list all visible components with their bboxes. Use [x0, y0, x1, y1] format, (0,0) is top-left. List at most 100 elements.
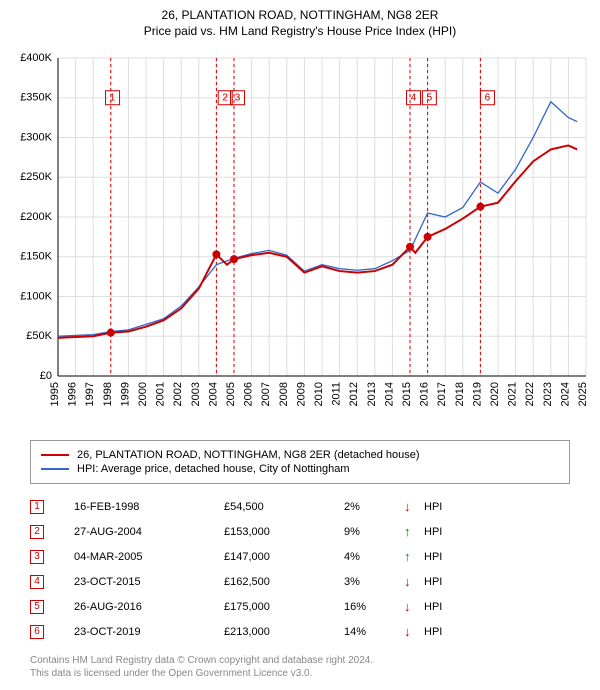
table-row: 2 27-AUG-2004£153,0009%↑HPI — [30, 519, 570, 544]
svg-text:2011: 2011 — [331, 382, 343, 406]
svg-text:2019: 2019 — [471, 382, 483, 406]
svg-text:1: 1 — [110, 92, 116, 103]
row-hpi-label: HPI — [424, 526, 464, 538]
footer-line1: Contains HM Land Registry data © Crown c… — [30, 654, 570, 667]
chart-svg: £0 £50K £100K £150K £200K £250K £300K £350K £400… — [10, 44, 590, 434]
row-pct: 3% — [344, 576, 404, 588]
legend-row-red: 26, PLANTATION ROAD, NOTTINGHAM, NG8 2ER… — [41, 449, 559, 461]
svg-text:2004: 2004 — [207, 382, 219, 406]
svg-text:6: 6 — [485, 92, 491, 103]
legend-swatch-red — [41, 454, 69, 456]
svg-text:2007: 2007 — [260, 382, 272, 406]
row-price: £153,000 — [224, 526, 344, 538]
row-date: 27-AUG-2004 — [74, 526, 224, 538]
svg-text:2006: 2006 — [243, 382, 255, 406]
row-price: £54,500 — [224, 501, 344, 513]
row-hpi-label: HPI — [424, 626, 464, 638]
row-arrow-icon: ↓ — [404, 574, 424, 589]
legend-row-blue: HPI: Average price, detached house, City… — [41, 463, 559, 475]
svg-text:2015: 2015 — [401, 382, 413, 406]
svg-text:£300K: £300K — [20, 131, 52, 143]
svg-text:2003: 2003 — [190, 382, 202, 406]
svg-text:1997: 1997 — [84, 382, 96, 406]
row-marker: 1 — [30, 500, 44, 514]
svg-text:2014: 2014 — [383, 382, 395, 406]
svg-text:2021: 2021 — [507, 382, 519, 406]
row-price: £147,000 — [224, 551, 344, 563]
svg-text:2020: 2020 — [489, 382, 501, 406]
row-arrow-icon: ↓ — [404, 499, 424, 514]
row-price: £162,500 — [224, 576, 344, 588]
svg-text:2017: 2017 — [436, 382, 448, 406]
row-marker: 5 — [30, 600, 44, 614]
row-hpi-label: HPI — [424, 576, 464, 588]
svg-text:2: 2 — [222, 92, 228, 103]
table-row: 623-OCT-2019£213,00014%↓HPI — [30, 619, 570, 644]
title-subtitle: Price paid vs. HM Land Registry's House … — [10, 24, 590, 38]
price-chart: £0 £50K £100K £150K £200K £250K £300K £350K £400… — [10, 44, 590, 434]
row-arrow-icon: ↑ — [404, 549, 424, 564]
svg-text:2024: 2024 — [559, 382, 571, 406]
row-marker: 3 — [30, 550, 44, 564]
svg-text:£100K: £100K — [20, 290, 52, 302]
svg-text:£0: £0 — [40, 370, 52, 382]
svg-text:£250K: £250K — [20, 171, 52, 183]
row-date: 23-OCT-2015 — [74, 576, 224, 588]
svg-text:2022: 2022 — [524, 382, 536, 406]
page-root: 26, PLANTATION ROAD, NOTTINGHAM, NG8 2ER… — [0, 0, 600, 690]
row-marker: 2 — [30, 525, 44, 539]
row-date: 23-OCT-2019 — [74, 626, 224, 638]
sales-table: 116-FEB-1998£54,5002%↓HPI 2 27-AUG-2004£15… — [30, 494, 570, 644]
row-price: £213,000 — [224, 626, 344, 638]
legend-label-blue: HPI: Average price, detached house, City… — [77, 463, 350, 475]
title-block: 26, PLANTATION ROAD, NOTTINGHAM, NG8 2ER… — [10, 8, 590, 38]
row-marker: 6 — [30, 625, 44, 639]
row-pct: 16% — [344, 601, 404, 613]
table-row: 4 23-OCT-2015£162,5003%↓HPI — [30, 569, 570, 594]
svg-text:£200K: £200K — [20, 211, 52, 223]
row-arrow-icon: ↑ — [404, 524, 424, 539]
svg-text:2025: 2025 — [577, 382, 589, 406]
svg-text:2018: 2018 — [454, 382, 466, 406]
legend: 26, PLANTATION ROAD, NOTTINGHAM, NG8 2ER… — [30, 440, 570, 484]
svg-text:2013: 2013 — [366, 382, 378, 406]
row-marker: 4 — [30, 575, 44, 589]
row-hpi-label: HPI — [424, 501, 464, 513]
svg-text:1995: 1995 — [49, 382, 61, 406]
svg-text:2009: 2009 — [295, 382, 307, 406]
legend-swatch-blue — [41, 468, 69, 470]
title-address: 26, PLANTATION ROAD, NOTTINGHAM, NG8 2ER — [10, 8, 590, 22]
svg-text:2023: 2023 — [542, 382, 554, 406]
svg-text:1998: 1998 — [102, 382, 114, 406]
svg-text:2002: 2002 — [172, 382, 184, 406]
svg-text:2012: 2012 — [348, 382, 360, 406]
svg-text:£400K: £400K — [20, 52, 52, 64]
svg-text:5: 5 — [427, 92, 433, 103]
row-date: 04-MAR-2005 — [74, 551, 224, 563]
svg-text:£50K: £50K — [26, 330, 52, 342]
row-hpi-label: HPI — [424, 551, 464, 563]
svg-text:2005: 2005 — [225, 382, 237, 406]
row-pct: 4% — [344, 551, 404, 563]
row-date: 26-AUG-2016 — [74, 601, 224, 613]
table-row: 5 26-AUG-2016£175,00016%↓HPI — [30, 594, 570, 619]
footer: Contains HM Land Registry data © Crown c… — [30, 654, 570, 680]
row-pct: 14% — [344, 626, 404, 638]
svg-text:2010: 2010 — [313, 382, 325, 406]
row-arrow-icon: ↓ — [404, 599, 424, 614]
svg-text:1999: 1999 — [119, 382, 131, 406]
svg-text:2000: 2000 — [137, 382, 149, 406]
row-price: £175,000 — [224, 601, 344, 613]
row-pct: 2% — [344, 501, 404, 513]
legend-label-red: 26, PLANTATION ROAD, NOTTINGHAM, NG8 2ER… — [77, 449, 420, 461]
row-pct: 9% — [344, 526, 404, 538]
svg-text:4: 4 — [411, 92, 417, 103]
table-row: 3 04-MAR-2005£147,0004%↑HPI — [30, 544, 570, 569]
svg-text:2008: 2008 — [278, 382, 290, 406]
row-hpi-label: HPI — [424, 601, 464, 613]
svg-text:£350K: £350K — [20, 92, 52, 104]
table-row: 116-FEB-1998£54,5002%↓HPI — [30, 494, 570, 519]
svg-text:2016: 2016 — [419, 382, 431, 406]
svg-text:£150K: £150K — [20, 251, 52, 263]
svg-text:1996: 1996 — [67, 382, 79, 406]
